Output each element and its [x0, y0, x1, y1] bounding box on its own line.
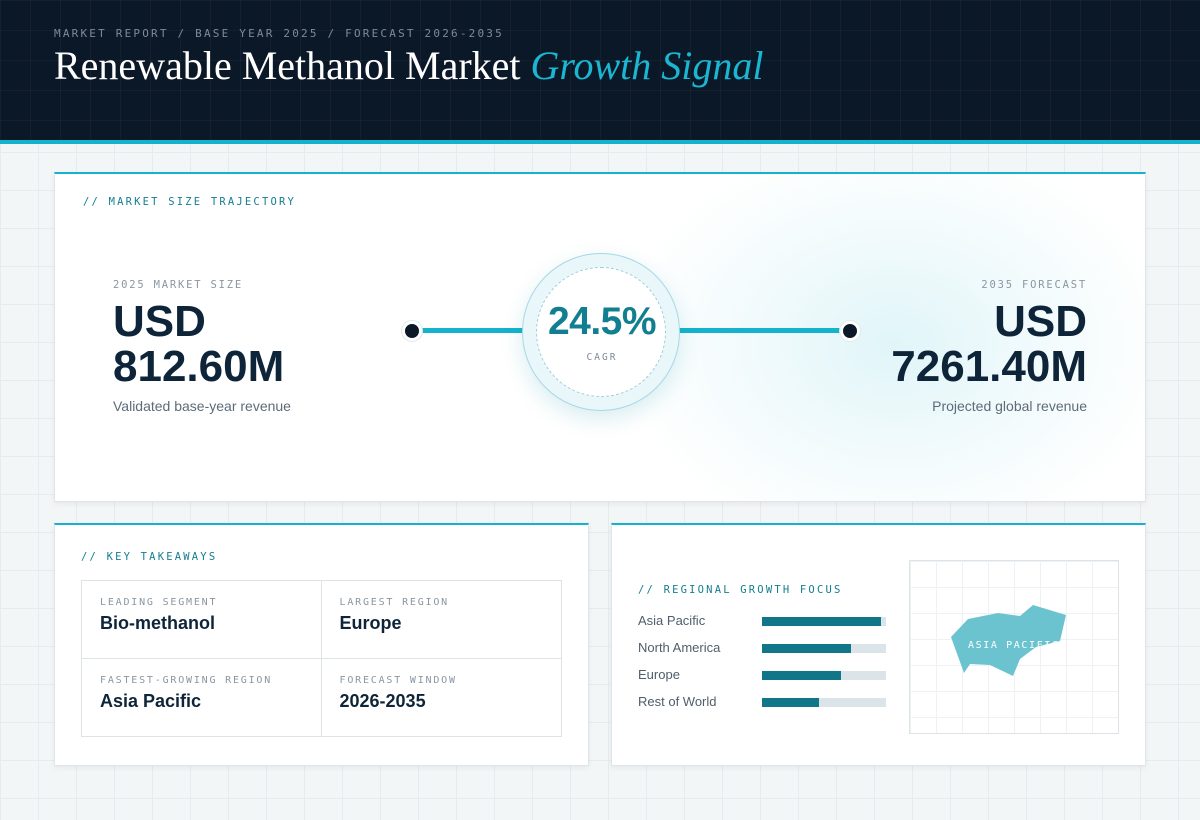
- bar-row: North America: [638, 640, 886, 656]
- forecast-value: USD 7261.40M: [891, 299, 1087, 389]
- cagr-badge: 24.5% CAGR: [522, 253, 680, 411]
- bar-category-label: North America: [638, 640, 721, 655]
- base-year-value: USD 812.60M: [113, 299, 284, 389]
- base-currency: USD: [113, 297, 206, 346]
- background-glow: [615, 174, 1145, 501]
- report-eyebrow: MARKET REPORT / BASE YEAR 2025 / FORECAS…: [54, 27, 504, 40]
- takeaways-grid: LEADING SEGMENT Bio-methanol LARGEST REG…: [81, 580, 562, 737]
- bar-row: Europe: [638, 667, 886, 683]
- base-year-caption: Validated base-year revenue: [113, 398, 291, 414]
- regional-section-label: // REGIONAL GROWTH FOCUS: [638, 584, 843, 596]
- bar: [762, 617, 881, 626]
- forecast-caption: Projected global revenue: [932, 398, 1087, 414]
- bar-row: Rest of World: [638, 694, 886, 710]
- takeaway-largest-region: LARGEST REGION Europe: [321, 581, 561, 659]
- title-main: Renewable Methanol Market: [54, 43, 521, 88]
- bar-category-label: Rest of World: [638, 694, 717, 709]
- takeaway-label: FASTEST-GROWING REGION: [100, 674, 273, 686]
- start-point-marker: [402, 321, 422, 341]
- bar-track: [762, 698, 886, 707]
- bar: [762, 698, 819, 707]
- forecast-amount: 7261.40M: [891, 342, 1087, 391]
- takeaway-value: Asia Pacific: [100, 690, 202, 711]
- bar: [762, 671, 841, 680]
- key-takeaways-card: // KEY TAKEAWAYS LEADING SEGMENT Bio-met…: [54, 523, 589, 766]
- forecast-currency: USD: [994, 297, 1087, 346]
- takeaways-section-label: // KEY TAKEAWAYS: [81, 551, 218, 563]
- bar-category-label: Europe: [638, 667, 680, 682]
- market-size-card: // MARKET SIZE TRAJECTORY 2025 MARKET SI…: [54, 172, 1146, 502]
- takeaway-leading-segment: LEADING SEGMENT Bio-methanol: [82, 581, 322, 659]
- page-title: Renewable Methanol Market Growth Signal: [54, 42, 764, 89]
- region-map: ASIA PACIFIC: [909, 560, 1119, 734]
- bar-track: [762, 644, 886, 653]
- report-header: MARKET REPORT / BASE YEAR 2025 / FORECAS…: [0, 0, 1200, 144]
- takeaway-value: Europe: [339, 613, 402, 633]
- base-amount: 812.60M: [113, 342, 285, 391]
- end-point-marker: [840, 321, 860, 341]
- takeaway-fastest-growing-region: FASTEST-GROWING REGION Asia Pacific: [82, 658, 322, 736]
- trajectory-section-label: // MARKET SIZE TRAJECTORY: [83, 196, 297, 208]
- bar-row: Asia Pacific: [638, 613, 886, 629]
- cagr-inner-circle: 24.5% CAGR: [536, 267, 666, 397]
- regional-bar-chart: Asia Pacific North America Europe Rest of W…: [638, 613, 886, 723]
- takeaway-label: LEADING SEGMENT: [100, 597, 218, 608]
- takeaway-value: Bio-methanol: [100, 613, 215, 633]
- bar-track: [762, 617, 886, 626]
- map-region-label: ASIA PACIFIC: [968, 640, 1060, 651]
- cagr-value: 24.5%: [547, 300, 657, 343]
- bar-category-label: Asia Pacific: [638, 613, 706, 628]
- bar: [762, 644, 851, 653]
- takeaway-label: LARGEST REGION: [339, 597, 449, 608]
- asia-pacific-map-shape: [951, 605, 1066, 676]
- bar-track: [762, 671, 886, 680]
- takeaway-forecast-window: FORECAST WINDOW 2026-2035: [322, 659, 562, 737]
- cagr-label: CAGR: [586, 352, 618, 363]
- base-year-label: 2025 MARKET SIZE: [113, 279, 243, 291]
- title-accent: Growth Signal: [530, 43, 764, 88]
- takeaway-value: 2026-2035: [339, 690, 426, 711]
- takeaway-label: FORECAST WINDOW: [339, 674, 457, 686]
- regional-growth-card: // REGIONAL GROWTH FOCUS Asia Pacific Nor…: [611, 523, 1146, 766]
- forecast-label: 2035 FORECAST: [981, 279, 1087, 291]
